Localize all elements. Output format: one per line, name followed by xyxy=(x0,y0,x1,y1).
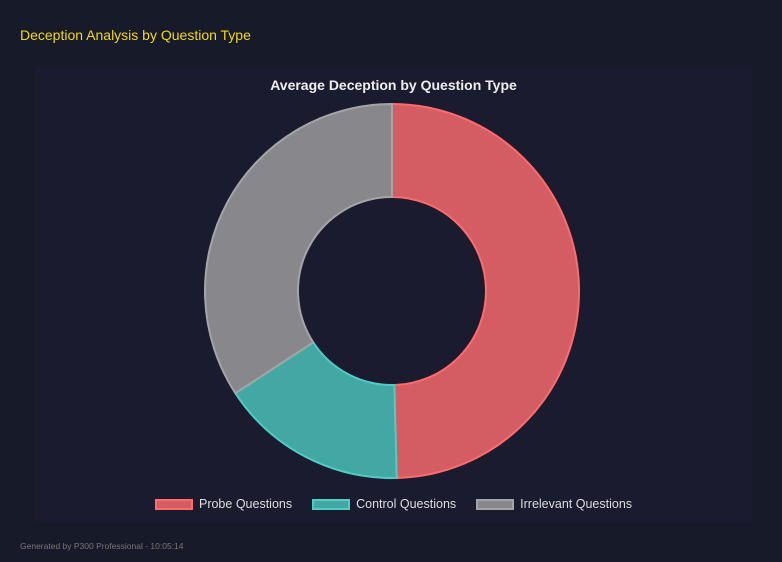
legend-swatch xyxy=(154,498,193,510)
donut-chart xyxy=(204,102,580,479)
chart-panel: Average Deception by Question Type Probe… xyxy=(35,68,752,522)
legend-item[interactable]: Irrelevant Questions xyxy=(476,497,632,511)
legend-swatch xyxy=(312,498,351,510)
legend: Probe Questions Control Questions Irreleva… xyxy=(35,497,752,511)
slice-control-questions[interactable] xyxy=(233,340,398,479)
legend-label: Irrelevant Questions xyxy=(520,497,633,511)
legend-item[interactable]: Probe Questions xyxy=(154,497,293,511)
legend-swatch xyxy=(476,498,515,510)
footer-text: Generated by P300 Professional - 10:05:1… xyxy=(20,541,184,551)
slice-probe-questions[interactable] xyxy=(391,102,580,479)
page-title: Deception Analysis by Question Type xyxy=(20,27,251,43)
slice-irrelevant-questions[interactable] xyxy=(204,102,393,395)
legend-label: Control Questions xyxy=(356,497,457,511)
legend-label: Probe Questions xyxy=(198,497,293,511)
chart-title: Average Deception by Question Type xyxy=(270,77,517,93)
legend-item[interactable]: Control Questions xyxy=(312,497,456,511)
